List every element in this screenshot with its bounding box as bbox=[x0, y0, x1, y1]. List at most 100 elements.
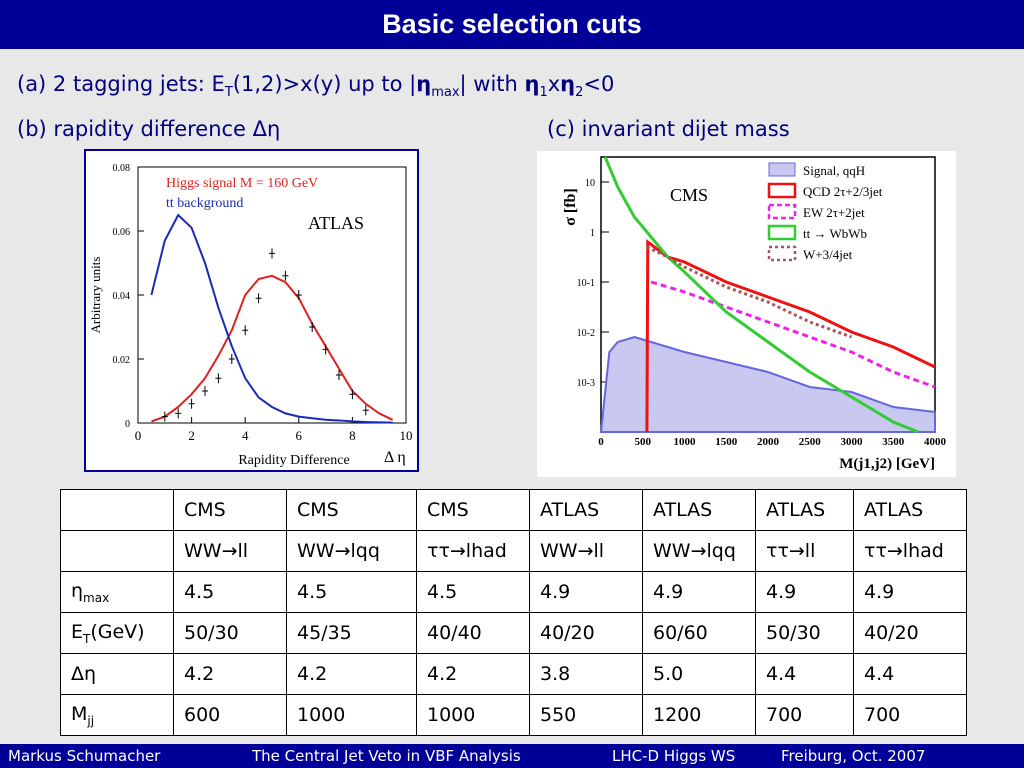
table-cell: 5.0 bbox=[642, 653, 756, 695]
x-tick-label: 10 bbox=[400, 428, 413, 443]
x-tick-label: 2000 bbox=[757, 436, 780, 448]
y-tick-label: 1 bbox=[590, 228, 595, 239]
x-tick-label: 4000 bbox=[924, 436, 947, 448]
data-point bbox=[336, 370, 342, 380]
table-cell: 4.4 bbox=[755, 653, 854, 695]
y-tick-label: 0.06 bbox=[113, 227, 131, 238]
legend-swatch bbox=[767, 182, 797, 199]
series-fill-signal bbox=[599, 335, 936, 433]
series-line-3 bbox=[603, 156, 919, 434]
footer-talk: The Central Jet Veto in VBF Analysis bbox=[252, 747, 521, 765]
x-axis-label: M(j1,j2) [GeV] bbox=[839, 456, 935, 472]
experiment-label: CMS bbox=[670, 185, 708, 205]
x-tick-label: 6 bbox=[296, 428, 303, 443]
footer-author: Markus Schumacher bbox=[8, 747, 161, 765]
data-point bbox=[349, 389, 356, 400]
atlas-chart-svg: 0 2 4 6 8 10 0 0.02 0.04 0.06 0.08 Arbitrary units R… bbox=[88, 163, 413, 468]
table-cell: ATLAS bbox=[755, 489, 854, 531]
footer-venue: LHC-D Higgs WS bbox=[612, 747, 736, 765]
x-tick-label: 1000 bbox=[674, 436, 697, 448]
data-point bbox=[188, 398, 195, 409]
y-tick-label: 10-2 bbox=[577, 328, 595, 339]
series-line-1 bbox=[150, 213, 393, 424]
x-tick-label: 8 bbox=[349, 428, 356, 443]
table-cell: WW→lqq bbox=[642, 530, 756, 572]
table-cell: WW→ll bbox=[529, 530, 643, 572]
data-point bbox=[309, 322, 316, 332]
data-point bbox=[295, 290, 302, 300]
x-tick-label: 2500 bbox=[799, 436, 822, 448]
cut-a-text: (a) 2 tagging jets: ET(1,2)>x(y) up to |… bbox=[17, 72, 615, 101]
row-label bbox=[60, 489, 174, 531]
table-cell: 4.9 bbox=[755, 571, 854, 613]
legend-label: tt → WbWb bbox=[803, 226, 867, 241]
cms-chart-svg: 0 500 1000 1500 2000 2500 3000 3500 4000 10 1 10-1 1… bbox=[562, 156, 947, 472]
x-tick-label: 4 bbox=[242, 428, 249, 443]
data-point bbox=[255, 293, 262, 304]
x-tick-label: 0 bbox=[598, 436, 604, 448]
cut-b-text: (b) rapidity difference Δη bbox=[17, 117, 281, 141]
table-cell: 50/30 bbox=[173, 612, 287, 654]
table-cell: ττ→lhad bbox=[853, 530, 967, 572]
table-cell: 50/30 bbox=[755, 612, 854, 654]
cms-mass-plot: 0 500 1000 1500 2000 2500 3000 3500 4000 10 1 10-1 1… bbox=[537, 151, 956, 477]
table-cell: ATLAS bbox=[529, 489, 643, 531]
y-tick-label: 10-3 bbox=[577, 378, 595, 389]
y-axis-label: Arbitrary units bbox=[88, 257, 103, 334]
legend-swatch bbox=[767, 224, 797, 241]
table-cell: 40/20 bbox=[853, 612, 967, 654]
table-cell: 4.5 bbox=[416, 571, 530, 613]
footer-bar: Markus Schumacher The Central Jet Veto i… bbox=[0, 744, 1024, 768]
data-point bbox=[215, 373, 222, 384]
legend-higgs: Higgs signal M = 160 GeV bbox=[166, 176, 318, 191]
table-cell: 700 bbox=[755, 694, 854, 736]
y-tick-label: 0 bbox=[125, 419, 130, 430]
table-cell: 4.5 bbox=[173, 571, 287, 613]
table-cell: ATLAS bbox=[642, 489, 756, 531]
row-label: ηmax bbox=[60, 571, 174, 613]
table-cell: 60/60 bbox=[642, 612, 756, 654]
y-tick-label: 0.08 bbox=[113, 163, 131, 174]
row-label: ET(GeV) bbox=[60, 612, 174, 654]
table-cell: 4.9 bbox=[642, 571, 756, 613]
x-tick-label: 2 bbox=[188, 428, 195, 443]
x-tick-label: 3500 bbox=[882, 436, 905, 448]
table-row: Mjj 600 1000 1000 550 1200 700 700 bbox=[60, 694, 967, 736]
table-cell: ττ→lhad bbox=[416, 530, 530, 572]
legend-swatch bbox=[767, 245, 797, 262]
legend-swatch bbox=[767, 203, 797, 220]
legend-label: Signal, qqH bbox=[803, 163, 865, 178]
x-tick-label: 500 bbox=[635, 436, 652, 448]
atlas-rapidity-plot: 0 2 4 6 8 10 0 0.02 0.04 0.06 0.08 Arbitrary units R… bbox=[84, 149, 419, 472]
data-point bbox=[282, 270, 289, 281]
table-cell: 1000 bbox=[286, 694, 417, 736]
legend-label: W+3/4jet bbox=[803, 247, 853, 262]
data-point bbox=[242, 325, 249, 336]
x-tick-label: 1500 bbox=[715, 436, 738, 448]
series-line-1 bbox=[645, 239, 936, 433]
table-cell: WW→ll bbox=[173, 530, 287, 572]
table-cell: WW→lqq bbox=[286, 530, 417, 572]
data-point bbox=[228, 354, 235, 364]
table-cell: ATLAS bbox=[853, 489, 967, 531]
data-point bbox=[175, 408, 182, 419]
data-point bbox=[362, 405, 369, 416]
selection-cuts-table: CMS CMS CMS ATLAS ATLAS ATLAS ATLAS WW→ll WW→lqq… bbox=[60, 489, 967, 736]
y-tick-label: 0.04 bbox=[113, 291, 131, 302]
footer-place: Freiburg, Oct. 2007 bbox=[781, 747, 926, 765]
table-cell: 4.2 bbox=[416, 653, 530, 695]
table-cell: ττ→ll bbox=[755, 530, 854, 572]
series-line-2 bbox=[650, 280, 936, 389]
table-cell: 700 bbox=[853, 694, 967, 736]
table-cell: 4.4 bbox=[853, 653, 967, 695]
table-row: Δη 4.2 4.2 4.2 3.8 5.0 4.4 4.4 bbox=[60, 653, 967, 695]
table-cell: CMS bbox=[286, 489, 417, 531]
y-tick-label: 0.02 bbox=[113, 355, 131, 366]
table-cell: 1000 bbox=[416, 694, 530, 736]
table-row: ηmax 4.5 4.5 4.5 4.9 4.9 4.9 4.9 bbox=[60, 571, 967, 613]
data-point bbox=[322, 344, 329, 355]
table-cell: CMS bbox=[173, 489, 287, 531]
table-cell: 600 bbox=[173, 694, 287, 736]
data-point bbox=[269, 248, 275, 259]
legend-swatch bbox=[768, 162, 796, 177]
